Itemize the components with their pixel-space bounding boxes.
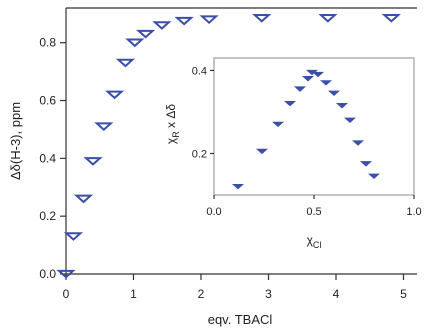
inset-data-point bbox=[294, 86, 306, 92]
main-y-tick-label: 0.8 bbox=[39, 36, 56, 50]
inset-data-point bbox=[284, 100, 296, 107]
main-data-point bbox=[125, 38, 145, 48]
main-data-point bbox=[199, 15, 219, 25]
main-ticks: 0 1 2 3 4 5 0.0 0.2 0.4 0.6 0.8 bbox=[39, 36, 407, 301]
main-x-tick-label: 2 bbox=[198, 287, 205, 301]
main-data-point bbox=[381, 13, 401, 23]
inset-data-point bbox=[306, 69, 318, 76]
inset-y-axis-label: χR x Δδ bbox=[164, 104, 181, 144]
inset-data-point bbox=[320, 80, 332, 86]
inset-x-axis-label: χCl bbox=[307, 233, 322, 250]
main-y-tick-label: 0.6 bbox=[39, 94, 56, 108]
inset-data-point bbox=[272, 121, 284, 128]
inset-data-point bbox=[352, 140, 364, 146]
inset-ticks: 0.0 0.5 1.0 0.2 0.4 bbox=[192, 65, 422, 218]
main-data-point bbox=[136, 29, 156, 39]
main-data-point bbox=[56, 269, 76, 279]
main-data-point bbox=[152, 21, 172, 30]
main-x-tick-label: 4 bbox=[333, 287, 340, 301]
main-data-point bbox=[174, 16, 194, 26]
main-data-point bbox=[318, 13, 338, 23]
inset-series bbox=[232, 69, 380, 190]
inset-frame bbox=[213, 57, 415, 196]
main-y-tick-label: 0.2 bbox=[39, 209, 56, 223]
main-data-point bbox=[115, 58, 136, 68]
main-data-point bbox=[63, 232, 84, 241]
main-x-tick-label: 3 bbox=[265, 287, 272, 301]
inset-x-tick-label: 0.5 bbox=[306, 206, 321, 218]
inset-y-tick-label: 0.4 bbox=[192, 65, 207, 77]
main-series bbox=[56, 13, 401, 279]
main-data-point bbox=[73, 194, 94, 204]
main-x-tick-label: 0 bbox=[63, 287, 70, 301]
inset-data-point bbox=[368, 173, 380, 180]
main-x-tick-label: 1 bbox=[130, 287, 137, 301]
main-x-axis-label: eqv. TBACl bbox=[208, 312, 273, 327]
inset-data-point bbox=[312, 71, 324, 78]
main-data-point bbox=[94, 122, 114, 132]
inset-x-tick-label: 1.0 bbox=[406, 206, 421, 218]
inset-data-point bbox=[256, 148, 268, 155]
inset-data-point bbox=[328, 90, 340, 96]
main-axes bbox=[65, 7, 417, 275]
inset-data-point bbox=[336, 103, 348, 109]
main-data-point bbox=[83, 157, 103, 166]
main-y-tick-label: 0.4 bbox=[39, 151, 56, 165]
inset-data-point bbox=[232, 183, 244, 190]
main-y-axis-label: Δδ(H-3), ppm bbox=[8, 102, 23, 180]
inset-data-point bbox=[302, 76, 314, 82]
main-y-tick-label: 0.0 bbox=[39, 267, 56, 281]
inset-data-point bbox=[360, 161, 372, 167]
inset-y-tick-label: 0.2 bbox=[192, 148, 207, 160]
main-data-point bbox=[104, 90, 125, 100]
inset-x-tick-label: 0.0 bbox=[206, 206, 221, 218]
main-x-tick-label: 5 bbox=[400, 287, 407, 301]
main-data-point bbox=[252, 13, 272, 23]
inset-data-point bbox=[344, 117, 356, 123]
